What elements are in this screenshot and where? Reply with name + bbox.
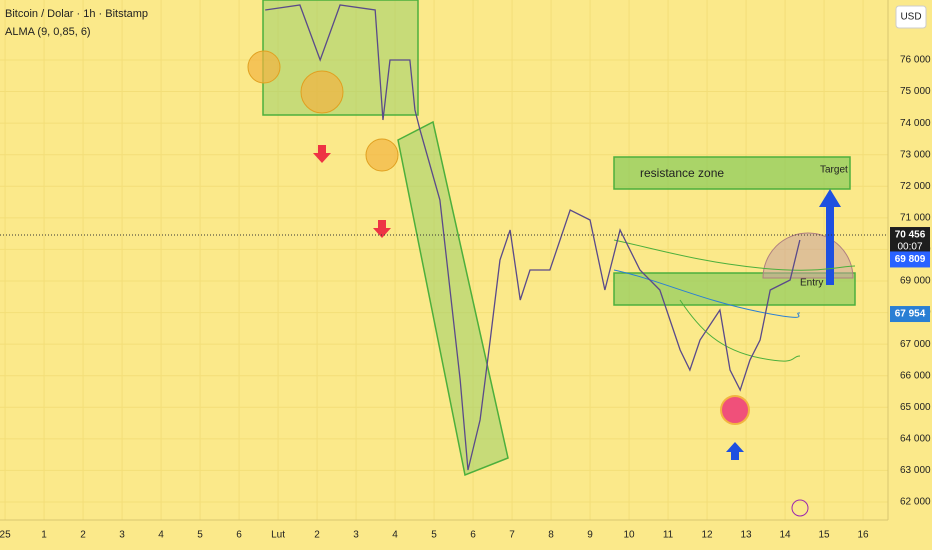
- price-tag: [890, 251, 930, 268]
- circle-marker: [300, 70, 344, 114]
- x-tick-label: 2: [314, 530, 320, 541]
- x-tick-label: 4: [392, 530, 398, 541]
- y-tick-label: 67 000: [900, 339, 931, 350]
- zone-label: resistance zone: [640, 166, 724, 180]
- band-line: [679, 299, 801, 362]
- up-arrow: [726, 442, 744, 460]
- y-tick-label: 75 000: [900, 86, 931, 97]
- x-tick-label: 2: [80, 530, 86, 541]
- down-arrow: [313, 145, 331, 163]
- y-tick-label: 64 000: [900, 433, 931, 444]
- currency-button[interactable]: [895, 5, 927, 29]
- x-tick-label: 6: [236, 530, 242, 541]
- alma-line: [613, 269, 801, 318]
- y-tick-label: 65 000: [900, 402, 931, 413]
- trend-box: [397, 120, 509, 477]
- y-tick-label: 63 000: [900, 465, 931, 476]
- x-tick-label: 13: [740, 530, 752, 541]
- x-tick-label: 5: [431, 530, 437, 541]
- entry-label: Entry: [800, 278, 823, 289]
- y-tick-label: 72 000: [900, 181, 931, 192]
- x-tick-label: 12: [701, 530, 713, 541]
- x-tick-label: 16: [857, 530, 869, 541]
- circle-marker: [247, 50, 281, 84]
- y-tick-label: 66 000: [900, 370, 931, 381]
- price-tag-label: 67 954: [895, 309, 926, 320]
- x-tick-label: 14: [779, 530, 791, 541]
- x-tick-label: 6: [470, 530, 476, 541]
- y-tick-label: 69 000: [900, 276, 931, 287]
- x-tick-label: 10: [623, 530, 635, 541]
- x-tick-label: 25: [0, 530, 11, 541]
- y-tick-label: 71 000: [900, 212, 931, 223]
- target-label: Target: [820, 165, 848, 176]
- target-arrow: [819, 189, 841, 285]
- x-tick-label: 11: [663, 530, 674, 541]
- y-tick-label: 62 000: [900, 497, 931, 508]
- x-tick-label: 9: [587, 530, 593, 541]
- price-tag-label: 70 456: [895, 230, 926, 241]
- x-tick-label: 7: [509, 530, 515, 541]
- x-tick-label: 3: [353, 530, 359, 541]
- x-tick-label: 3: [119, 530, 125, 541]
- x-tick-label: 1: [41, 530, 47, 541]
- countdown: 00:07: [897, 242, 922, 253]
- circle-marker: [365, 138, 399, 172]
- x-tick-label: 4: [158, 530, 164, 541]
- resistance-box: [613, 156, 851, 190]
- circle-marker: [720, 395, 750, 425]
- chart-title: Bitcoin / Dolar · 1h · Bitstamp: [5, 8, 148, 20]
- y-tick-label: 76 000: [900, 55, 931, 66]
- price-line: [265, 4, 801, 471]
- x-tick-label: Lut: [271, 530, 285, 541]
- x-tick-label: 15: [818, 530, 830, 541]
- down-arrow: [373, 220, 391, 238]
- y-tick-label: 73 000: [900, 149, 931, 160]
- price-tag: [890, 227, 930, 254]
- x-tick-label: 8: [548, 530, 554, 541]
- price-tag: [890, 306, 930, 323]
- y-tick-label: 74 000: [900, 118, 931, 129]
- indicator-label: ALMA (9, 0,85, 6): [5, 26, 91, 38]
- x-tick-label: 5: [197, 530, 203, 541]
- currency-label: USD: [900, 12, 921, 23]
- price-tag-label: 69 809: [895, 254, 926, 265]
- band-line: [613, 239, 856, 271]
- event-icon: [791, 499, 809, 517]
